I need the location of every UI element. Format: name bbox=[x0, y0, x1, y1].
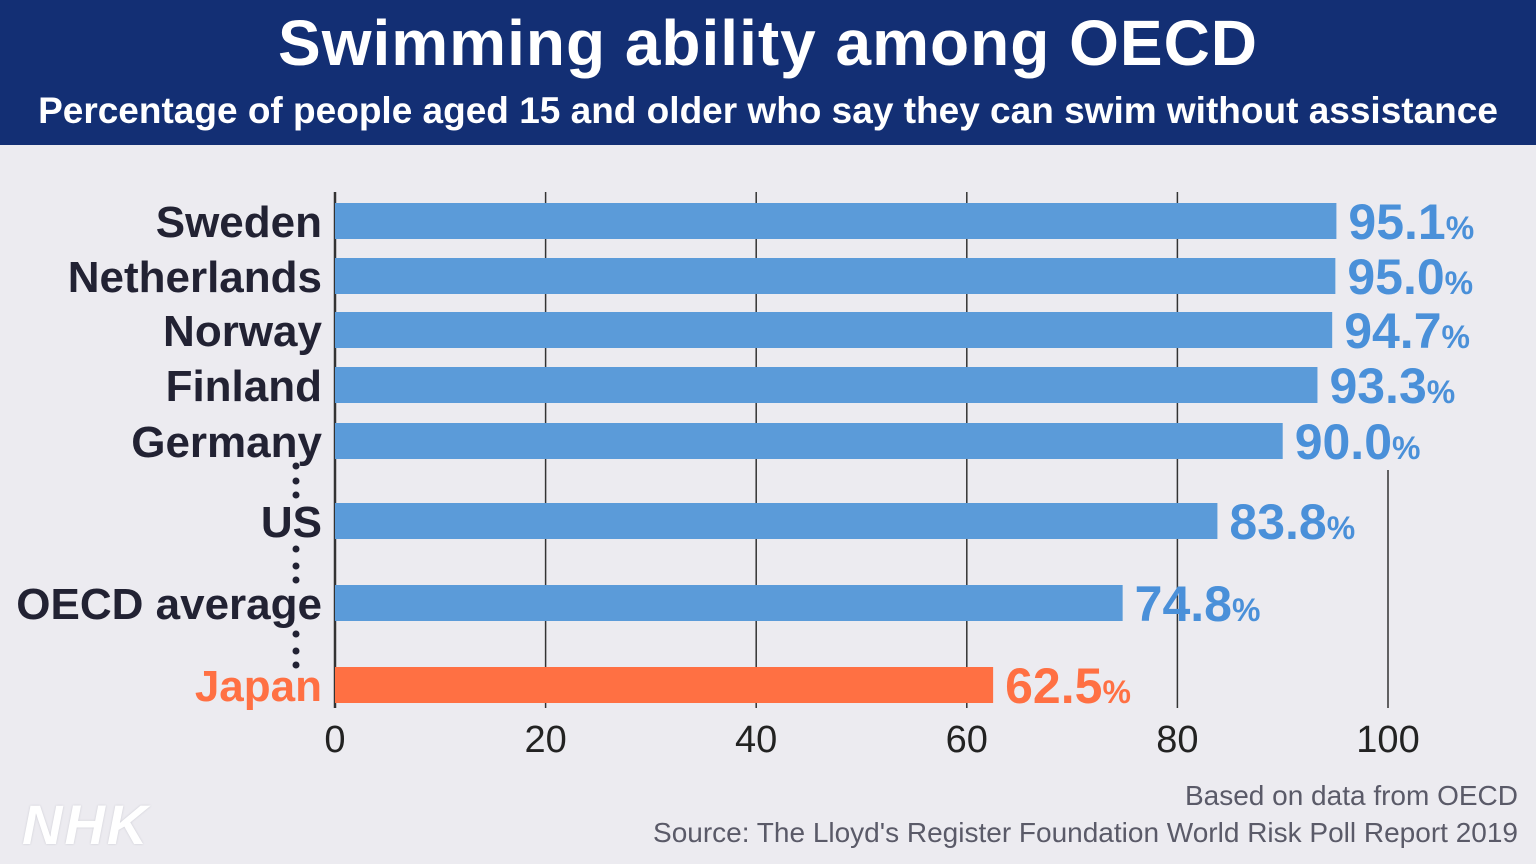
bar-japan bbox=[335, 667, 994, 703]
label-layer: Sweden 95.1% Netherlands 95.0% Norway 94.7% Fi… bbox=[16, 194, 1474, 714]
value-unit: % bbox=[1102, 674, 1130, 710]
tick-layer: 0 20 40 60 80 100 bbox=[324, 719, 1419, 761]
value-unit: % bbox=[1445, 265, 1473, 301]
ellipsis-dot bbox=[292, 545, 300, 553]
bar-oecd-average bbox=[335, 585, 1123, 621]
category-label: Netherlands bbox=[68, 253, 322, 302]
value-label: 62.5% bbox=[1005, 658, 1131, 714]
source-note: Source: The Lloyd's Register Foundation … bbox=[653, 817, 1518, 848]
bar-germany bbox=[335, 423, 1283, 459]
category-label: Germany bbox=[131, 418, 322, 467]
category-label: Finland bbox=[166, 362, 322, 411]
ellipsis-dot bbox=[292, 630, 300, 638]
value-unit: % bbox=[1327, 510, 1355, 546]
category-label: OECD average bbox=[16, 580, 322, 629]
value-unit: % bbox=[1427, 374, 1455, 410]
data-note: Based on data from OECD bbox=[1184, 780, 1518, 811]
bar-netherlands bbox=[335, 258, 1336, 294]
x-tick-label: 20 bbox=[524, 719, 566, 761]
value-label: 95.0% bbox=[1347, 249, 1473, 305]
value-label: 83.8% bbox=[1229, 494, 1355, 550]
ellipsis-dot bbox=[292, 491, 300, 499]
value-unit: % bbox=[1392, 430, 1420, 466]
ellipsis-dot bbox=[292, 576, 300, 584]
bar-layer bbox=[335, 203, 1337, 703]
value-label: 95.1% bbox=[1348, 194, 1474, 250]
ellipsis-dot bbox=[292, 462, 300, 470]
value-label: 90.0% bbox=[1295, 414, 1421, 470]
category-label: Sweden bbox=[156, 198, 322, 247]
header-banner: Swimming ability among OECD Percentage o… bbox=[0, 0, 1536, 145]
value-unit: % bbox=[1442, 319, 1470, 355]
bar-sweden bbox=[335, 203, 1337, 239]
x-tick-label: 40 bbox=[735, 719, 777, 761]
bar-norway bbox=[335, 312, 1333, 348]
value-unit: % bbox=[1446, 210, 1474, 246]
category-label: US bbox=[261, 498, 322, 547]
ellipsis-dot bbox=[292, 562, 300, 570]
value-label: 94.7% bbox=[1344, 303, 1470, 359]
category-label: Japan bbox=[195, 662, 322, 711]
x-tick-label: 100 bbox=[1356, 719, 1419, 761]
chart-title: Swimming ability among OECD bbox=[278, 7, 1258, 79]
bar-us bbox=[335, 503, 1218, 539]
ellipsis-dot bbox=[292, 647, 300, 655]
value-label: 93.3% bbox=[1329, 358, 1455, 414]
chart-subtitle: Percentage of people aged 15 and older w… bbox=[38, 90, 1498, 131]
x-tick-label: 60 bbox=[946, 719, 988, 761]
bar-finland bbox=[335, 367, 1318, 403]
category-label: Norway bbox=[163, 307, 322, 356]
x-tick-label: 80 bbox=[1156, 719, 1198, 761]
value-label: 74.8% bbox=[1135, 576, 1261, 632]
ellipsis-dot bbox=[292, 477, 300, 485]
nhk-logo: NHK bbox=[22, 793, 150, 856]
ellipsis-dot bbox=[292, 661, 300, 669]
value-unit: % bbox=[1232, 592, 1260, 628]
x-tick-label: 0 bbox=[324, 719, 345, 761]
